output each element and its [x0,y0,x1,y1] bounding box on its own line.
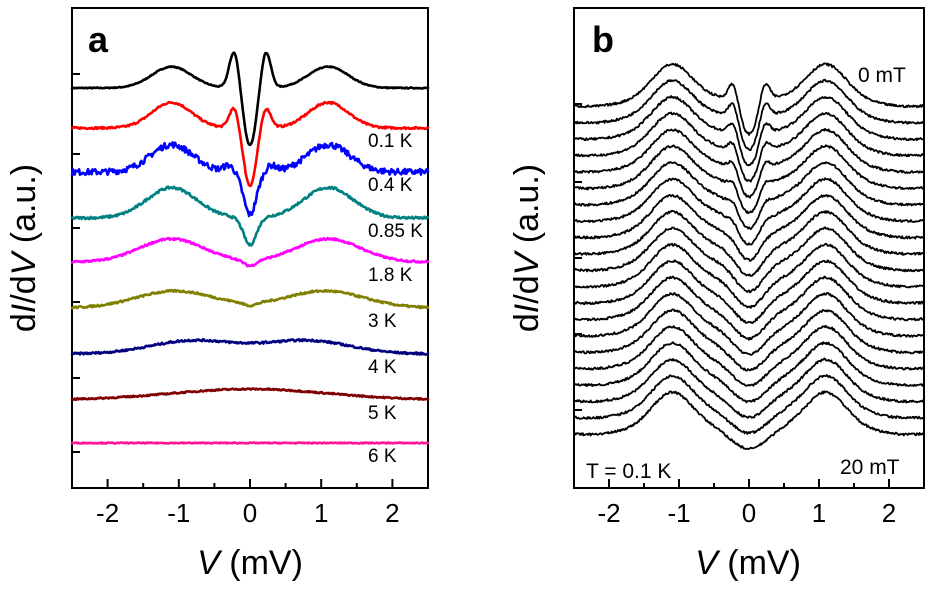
panel-b-series-2 [573,95,925,167]
panel-b-x-tick-label: 2 [882,498,896,528]
panel-b-y-v: V [508,249,546,275]
panel-a-x-var: V [197,544,223,582]
panel-a-y-v: V [5,249,43,275]
panel-b-y-d1: d [508,313,546,332]
panel-b-label-bottom: 20 mT [840,456,900,479]
panel-a-curve-label-5: 3 K [368,311,397,332]
panel-b-series-7 [573,177,925,246]
panel-b-y-i: I [508,303,546,313]
panel-b-x-tick-label: -1 [667,498,690,528]
panel-b-series-15 [573,308,925,372]
panel-a-curve-label-4: 1.8 K [368,265,413,286]
panel-b-series-5 [573,144,925,215]
panel-b: -2 -1 0 1 2 b 0 mT 20 mT T = 0.1 K V (mV) dI… [508,7,925,582]
panel-b-series-18 [573,357,925,419]
panel-a-curve-label-6: 4 K [368,357,397,378]
panel-a-y-axis-label: dI/dV (a.u.) [5,164,43,332]
panel-b-series-4 [573,127,925,199]
panel-b-x-axis-label: V (mV) [695,544,801,582]
panel-a-y-d1: d [5,313,43,332]
panel-b-series-17 [573,341,925,404]
panel-b-x-tick-label: -2 [597,498,620,528]
panel-b-series-11 [573,242,925,309]
panel-b-series-0 [573,62,925,136]
panel-a-x-tick-label: 0 [243,498,257,528]
panel-b-series-16 [573,325,925,387]
panel-b-series-3 [573,111,925,183]
panel-a-y-i: I [5,303,43,313]
panel-a-curve-label-3: 0.85 K [368,221,423,242]
panel-b-series-10 [573,226,925,294]
panel-a-ticks: -2 -1 0 1 2 [72,73,400,528]
panel-a-series-0 [70,51,430,147]
panel-b-y-axis-label: dI/dV (a.u.) [508,164,546,332]
panel-a-curve-label-7: 5 K [368,403,397,424]
panel-b-series-6 [573,161,925,230]
panel-b-curves [573,62,925,450]
panel-a-series-6 [70,338,430,356]
panel-a-curve-label-8: 6 K [368,446,397,467]
panel-a-series-4 [70,236,430,268]
panel-a-series-5 [70,288,430,310]
panel-b-series-1 [573,78,925,152]
panel-a-series-7 [70,387,430,401]
panel-a-y-unit: (a.u.) [5,164,43,253]
panel-a-x-tick-label: 1 [314,498,328,528]
panel-b-x-var: V [695,544,721,582]
panel-b-letter: b [592,19,614,60]
panel-a-series-2 [70,141,430,218]
panel-b-series-13 [573,275,925,341]
panel-b-temperature-annotation: T = 0.1 K [586,460,671,483]
panel-b-series-12 [573,259,925,325]
panel-a-letter: a [88,19,109,60]
panel-a-y-d2: /d [5,275,43,303]
panel-a-curves [70,51,430,445]
panel-b-y-unit: (a.u.) [508,164,546,253]
panel-a-curve-labels: 0.1 K 0.4 K 0.85 K 1.8 K 3 K 4 K 5 K 6 K [368,131,423,467]
panel-b-x-tick-label: 0 [742,498,756,528]
panel-a-series-8 [70,441,430,445]
panel-a-x-tick-label: -1 [167,498,190,528]
panel-b-series-9 [573,209,925,277]
panel-a-series-1 [70,100,430,188]
panel-a-x-unit: (mV) [220,544,303,582]
panel-b-x-tick-label: 1 [812,498,826,528]
panel-a-curve-label-2: 0.4 K [368,175,413,196]
panel-a: -2 -1 0 1 2 0.1 K 0.4 K 0.85 K 1.8 K 3 K 4 K 5 K 6 … [5,7,430,582]
panel-b-series-8 [573,194,925,262]
panel-a-curve-label-1: 0.1 K [368,131,413,152]
panel-b-x-unit: (mV) [718,544,801,582]
panel-b-series-14 [573,292,925,356]
panel-a-x-tick-label: 2 [385,498,399,528]
panel-a-x-tick-label: -2 [96,498,119,528]
panel-b-ticks: -2 -1 0 1 2 [574,103,896,528]
panel-a-x-axis-label: V (mV) [197,544,303,582]
panel-b-series-20 [573,390,925,450]
panel-b-series-19 [573,374,925,435]
panel-b-label-top: 0 mT [858,64,906,87]
panel-a-series-3 [70,185,430,247]
panel-b-y-d2: /d [508,275,546,303]
